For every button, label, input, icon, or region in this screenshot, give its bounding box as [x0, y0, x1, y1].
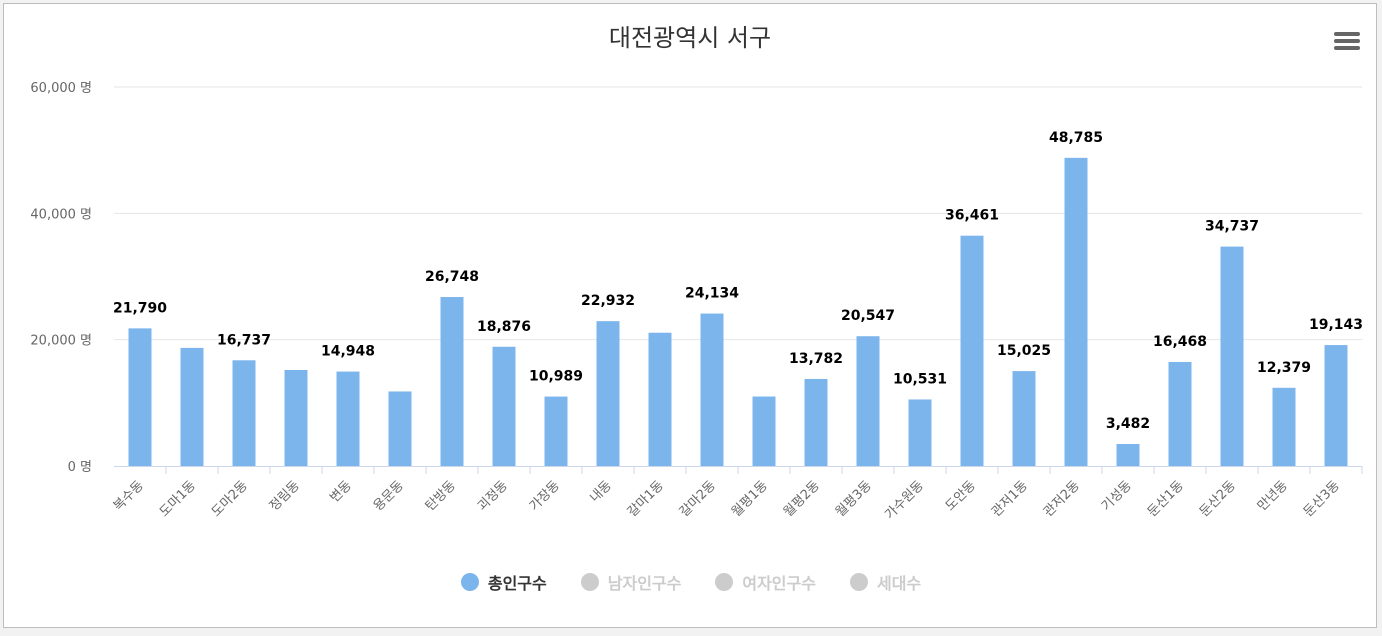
bar: [804, 378, 828, 466]
y-tick-label: 60,000 명: [30, 81, 92, 96]
data-label: 10,531: [893, 371, 947, 387]
data-label: 18,876: [477, 319, 531, 335]
x-tick-label: 도마2동: [209, 478, 251, 520]
data-label: 10,989: [529, 369, 583, 385]
bar: [544, 396, 568, 466]
x-tick-label: 도안동: [943, 478, 979, 514]
bar: [128, 328, 152, 466]
chart-title: 대전광역시 서구: [608, 24, 772, 52]
data-label: 21,790: [113, 300, 167, 316]
chart-panel: 대전광역시 서구: [3, 3, 1377, 628]
bar: [232, 360, 256, 466]
x-tick-label: 둔산1동: [1145, 478, 1187, 520]
bar: [648, 332, 672, 466]
bar: [1012, 371, 1036, 466]
legend-label: 세대수: [876, 574, 922, 593]
legend-item[interactable]: 남자인구수: [580, 570, 682, 594]
data-label: 26,748: [425, 269, 479, 285]
y-tick-label: 40,000 명: [30, 207, 92, 222]
bar: [856, 336, 880, 466]
data-label: 14,948: [321, 344, 375, 360]
x-tick-label: 용문동: [371, 478, 407, 514]
data-label: 36,461: [945, 208, 999, 224]
y-tick-label: 0 명: [68, 460, 92, 475]
bar: [752, 396, 776, 466]
data-label: 24,134: [685, 286, 739, 302]
x-tick-label: 관저2동: [1041, 478, 1083, 520]
legend-label: 남자인구수: [607, 574, 682, 593]
bar: [908, 399, 932, 466]
bar: [336, 371, 360, 466]
x-tick-label: 탄방동: [423, 478, 459, 514]
x-tick-label: 갈마2동: [677, 478, 719, 520]
legend-label: 여자인구수: [742, 574, 816, 593]
bar: [960, 235, 984, 466]
data-label: 22,932: [581, 293, 635, 309]
bar: [1064, 157, 1088, 466]
data-label: 13,782: [789, 351, 843, 367]
legend-item[interactable]: 총인구수: [460, 570, 547, 594]
data-label: 15,025: [997, 343, 1051, 359]
data-label: 19,143: [1309, 317, 1363, 333]
data-label: 34,737: [1205, 219, 1259, 235]
x-tick-label: 만년동: [1255, 478, 1291, 514]
x-tick-label: 괴정동: [475, 478, 511, 514]
chart-legend: 총인구수 남자인구수 여자인구수 세대수: [0, 570, 1382, 594]
y-tick-label: 20,000 명: [30, 334, 92, 349]
data-label: 20,547: [841, 308, 895, 324]
legend-item[interactable]: 세대수: [849, 570, 922, 594]
data-label: 16,737: [217, 332, 271, 348]
bar: [1272, 387, 1296, 466]
bar: [284, 369, 308, 466]
bar: [1168, 361, 1192, 466]
legend-label: 총인구수: [487, 574, 547, 593]
data-label: 3,482: [1106, 416, 1150, 432]
x-tick-label: 정림동: [267, 478, 303, 514]
x-tick-label: 도마1동: [157, 478, 199, 520]
bar: [1220, 246, 1244, 466]
bar: [440, 297, 464, 466]
x-tick-label: 관저1동: [989, 478, 1031, 520]
x-tick-label: 변동: [327, 478, 355, 506]
bar: [388, 391, 412, 466]
legend-marker-icon: [580, 573, 599, 591]
x-tick-label: 월평2동: [781, 478, 823, 520]
x-tick-label: 가수원동: [882, 478, 926, 522]
x-tick-label: 월평3동: [833, 478, 875, 520]
bar: [700, 313, 724, 466]
x-tick-label: 월평1동: [729, 478, 771, 520]
legend-marker-icon: [460, 573, 479, 591]
data-label: 48,785: [1049, 130, 1103, 146]
hamburger-menu-icon[interactable]: [1334, 32, 1360, 52]
x-tick-label: 둔산2동: [1197, 478, 1239, 520]
x-tick-label: 복수동: [111, 478, 147, 514]
x-tick-label: 둔산3동: [1301, 478, 1343, 520]
bar: [1324, 345, 1348, 466]
legend-item[interactable]: 여자인구수: [715, 570, 816, 594]
bar: [492, 346, 516, 466]
data-label: 16,468: [1153, 334, 1207, 350]
x-tick-label: 갈마1동: [625, 478, 667, 520]
x-tick-label: 가장동: [527, 478, 563, 514]
data-label: 12,379: [1257, 360, 1311, 376]
bar: [596, 321, 620, 466]
bar: [1116, 444, 1140, 466]
bar: [180, 347, 204, 466]
legend-marker-icon: [715, 573, 734, 591]
x-tick-label: 기성동: [1099, 478, 1135, 514]
x-tick-label: 내동: [587, 478, 615, 506]
legend-marker-icon: [849, 573, 868, 591]
